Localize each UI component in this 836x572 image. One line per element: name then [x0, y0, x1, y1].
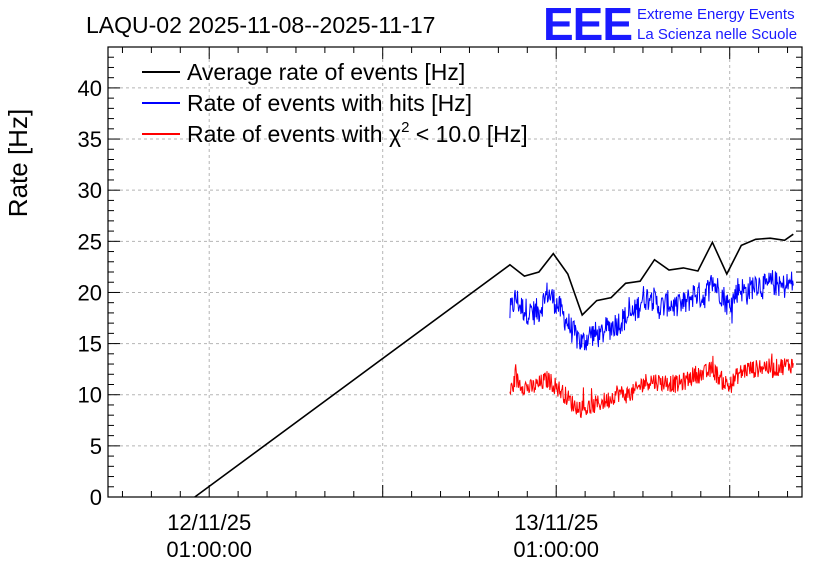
series-line-2 — [509, 353, 794, 419]
y-tick-label: 20 — [78, 280, 102, 305]
y-tick-label: 25 — [78, 229, 102, 254]
eee-logo: EEE Extreme Energy Events La Scienza nel… — [543, 0, 797, 50]
y-tick-label: 15 — [78, 332, 102, 357]
y-tick-label: 35 — [78, 127, 102, 152]
series-layer — [194, 233, 794, 498]
legend: Average rate of events [Hz] Rate of even… — [142, 59, 528, 147]
y-tick-label: 30 — [78, 178, 102, 203]
y-tick-label: 5 — [90, 434, 102, 459]
logo-line-2: La Scienza nelle Scuole — [637, 26, 797, 43]
legend-label-chi2: Rate of events with χ2 < 10.0 [Hz] — [187, 119, 528, 147]
grid-lines — [108, 47, 802, 497]
legend-label-hits: Rate of events with hits [Hz] — [187, 90, 472, 116]
axes: 051015202530354012/11/2501:00:0013/11/25… — [78, 46, 803, 562]
x-tick-label-time: 01:00:00 — [166, 537, 252, 562]
series-line-1 — [509, 270, 794, 351]
x-tick-label-date: 13/11/25 — [514, 510, 598, 535]
x-tick-label-date: 12/11/25 — [167, 510, 251, 535]
legend-label-average: Average rate of events [Hz] — [187, 59, 465, 85]
chart-title: LAQU-02 2025-11-08--2025-11-17 — [86, 12, 435, 38]
y-tick-label: 10 — [78, 383, 102, 408]
series-line-0 — [194, 233, 794, 498]
x-tick-label-time: 01:00:00 — [513, 537, 599, 562]
y-tick-label: 40 — [78, 76, 102, 101]
eee-logo-text: EEE — [543, 0, 632, 50]
y-tick-label: 0 — [90, 485, 102, 510]
logo-line-1: Extreme Energy Events — [637, 6, 795, 23]
y-axis-label: Rate [Hz] — [3, 109, 33, 217]
